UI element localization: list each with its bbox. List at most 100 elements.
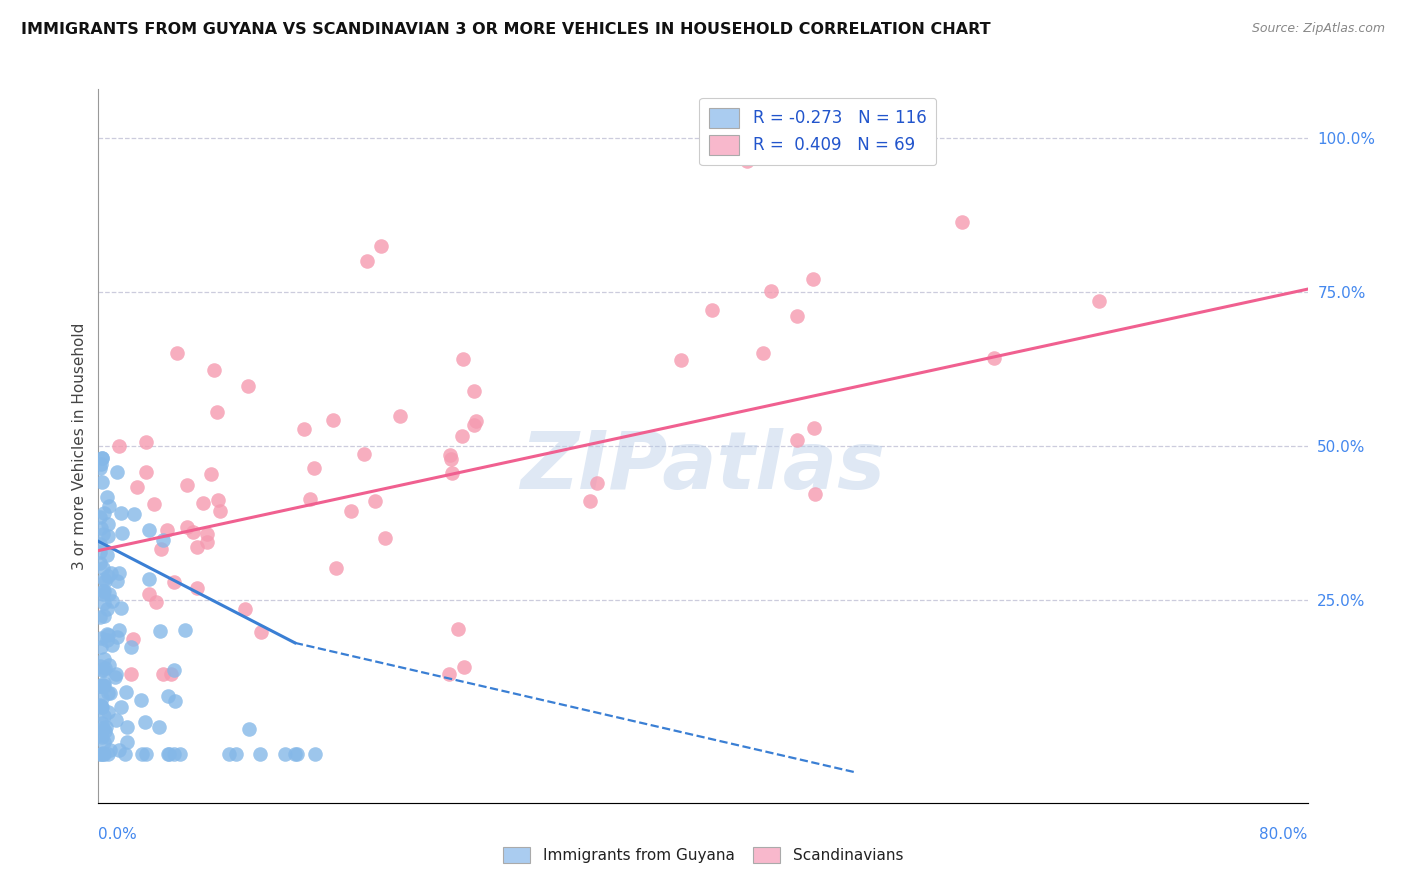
Point [803,421,825,435]
Point [91,715,114,730]
Point [207,492,229,507]
Point [249,625,271,640]
Point [93,735,115,749]
Point [149,542,172,557]
Point [101,594,124,608]
Point [90,699,112,714]
Point [453,660,475,674]
Point [127,480,149,494]
Point [138,587,160,601]
Point [193,496,215,510]
Point [356,254,378,268]
Point [186,540,208,554]
Point [105,666,128,681]
Y-axis label: 3 or more Vehicles in Household: 3 or more Vehicles in Household [72,322,87,570]
Point [115,684,138,698]
Point [205,405,228,419]
Point [96,602,118,616]
Point [200,467,222,481]
Point [786,310,808,324]
Point [786,434,808,448]
Point [93,584,115,599]
Point [759,285,782,299]
Point [202,363,225,377]
Point [97,529,120,543]
Point [89,728,111,742]
Point [97,705,120,719]
Point [96,731,118,745]
Point [91,721,114,735]
Point [94,720,117,734]
Point [89,536,111,550]
Point [93,663,115,677]
Point [983,351,1005,365]
Point [163,694,186,708]
Point [156,690,179,704]
Point [110,699,132,714]
Point [90,691,112,706]
Point [1088,294,1111,309]
Point [91,700,114,714]
Point [176,519,198,533]
Point [91,451,114,466]
Point [304,747,326,761]
Point [671,352,693,367]
Point [157,747,180,761]
Point [90,631,112,645]
Point [90,747,112,761]
Point [950,215,973,229]
Point [735,153,758,168]
Point [90,640,112,654]
Point [89,609,111,624]
Point [579,494,602,508]
Point [89,679,111,693]
Point [298,492,321,507]
Point [117,720,139,734]
Point [110,600,132,615]
Point [89,679,111,693]
Point [129,693,152,707]
Point [91,561,114,575]
Point [374,531,396,545]
Point [340,503,363,517]
Point [89,545,111,559]
Point [804,486,827,500]
Point [91,678,114,692]
Legend: R = -0.273   N = 116, R =  0.409   N = 69: R = -0.273 N = 116, R = 0.409 N = 69 [699,97,936,165]
Point [93,609,115,624]
Point [233,602,256,616]
Point [111,526,134,541]
Point [96,633,118,648]
Point [388,409,411,423]
Point [93,709,115,723]
Point [93,596,115,610]
Point [135,747,157,761]
Point [163,574,186,589]
Point [197,534,219,549]
Point [143,497,166,511]
Point [90,699,112,714]
Point [91,747,114,761]
Point [325,561,347,575]
Point [138,572,160,586]
Point [89,461,111,475]
Point [94,661,117,675]
Point [751,346,773,360]
Point [463,384,485,398]
Point [463,418,485,433]
Point [97,569,120,583]
Point [89,659,111,673]
Point [97,685,120,699]
Point [105,465,128,479]
Point [176,477,198,491]
Text: 80.0%: 80.0% [1260,828,1308,842]
Point [89,509,111,524]
Point [363,494,385,508]
Point [284,747,307,761]
Point [148,720,170,734]
Point [107,566,129,580]
Point [120,640,142,654]
Point [166,346,188,360]
Point [93,676,115,690]
Point [169,747,191,761]
